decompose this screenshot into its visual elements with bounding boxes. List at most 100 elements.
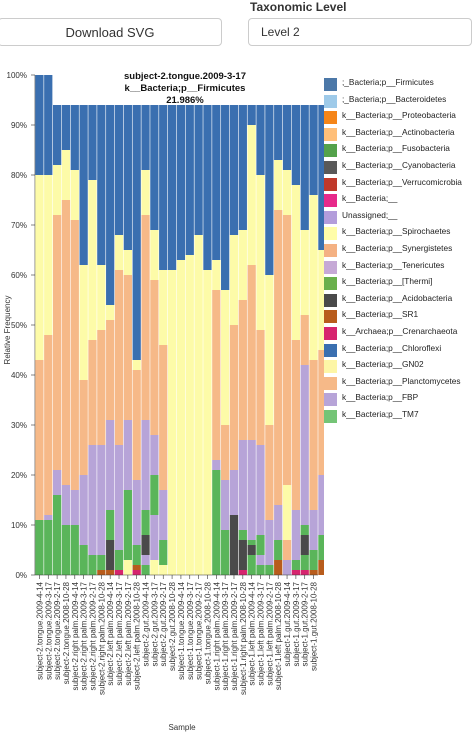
bar-segment[interactable] bbox=[79, 380, 88, 475]
bar-segment[interactable] bbox=[282, 540, 292, 560]
bar-segment[interactable] bbox=[159, 540, 168, 565]
bar-segment[interactable] bbox=[132, 545, 141, 565]
bar-segment[interactable] bbox=[291, 560, 301, 570]
bar-segment[interactable] bbox=[229, 515, 239, 575]
bar-segment[interactable] bbox=[88, 340, 97, 445]
bar-segment[interactable] bbox=[150, 230, 159, 280]
bar-segment[interactable] bbox=[150, 280, 159, 435]
bar-segment[interactable] bbox=[52, 105, 62, 165]
bar-segment[interactable] bbox=[141, 565, 150, 575]
bar-segment[interactable] bbox=[97, 105, 106, 265]
bar-segment[interactable] bbox=[291, 185, 301, 340]
bar-segment[interactable] bbox=[212, 105, 221, 260]
bar-segment[interactable] bbox=[123, 490, 132, 560]
bar-segment[interactable] bbox=[291, 510, 301, 560]
bar-segment[interactable] bbox=[318, 250, 324, 350]
bar-segment[interactable] bbox=[150, 435, 159, 475]
bar-segment[interactable] bbox=[309, 105, 318, 195]
bar-segment[interactable] bbox=[221, 105, 230, 290]
legend-item[interactable]: k__Bacteria;p__Spirochaetes bbox=[324, 227, 474, 244]
bar-segment[interactable] bbox=[123, 420, 132, 490]
bar-segment[interactable] bbox=[123, 250, 132, 275]
bar-segment[interactable] bbox=[256, 565, 265, 575]
bar-segment[interactable] bbox=[106, 420, 115, 510]
bar-segment[interactable] bbox=[247, 105, 256, 125]
legend-item[interactable]: k__Bacteria;__ bbox=[324, 194, 474, 211]
bar-segment[interactable] bbox=[114, 445, 124, 550]
bar-segment[interactable] bbox=[238, 530, 247, 540]
bar-segment[interactable] bbox=[123, 560, 132, 575]
legend-item[interactable]: k__Bacteria;p__Acidobacteria bbox=[324, 293, 474, 311]
download-svg-button[interactable]: Download SVG bbox=[0, 18, 222, 46]
bar-segment[interactable] bbox=[88, 180, 97, 340]
legend-item[interactable]: k__Bacteria;p__Cyanobacteria bbox=[324, 160, 474, 178]
bar-segment[interactable] bbox=[123, 275, 132, 420]
bar-segment[interactable] bbox=[229, 105, 239, 235]
bar-segment[interactable] bbox=[274, 160, 283, 210]
bar-segment[interactable] bbox=[106, 305, 115, 320]
bar-segment[interactable] bbox=[35, 360, 44, 520]
bar-segment[interactable] bbox=[141, 535, 150, 555]
bar-segment[interactable] bbox=[221, 425, 230, 480]
bar-segment[interactable] bbox=[79, 265, 88, 380]
bar-segment[interactable] bbox=[274, 210, 283, 505]
bar-segment[interactable] bbox=[212, 290, 221, 460]
bar-segment[interactable] bbox=[282, 560, 292, 575]
bar-segment[interactable] bbox=[141, 215, 150, 420]
bar-segment[interactable] bbox=[123, 105, 132, 250]
bar-segment[interactable] bbox=[97, 445, 106, 555]
bar-segment[interactable] bbox=[106, 105, 115, 305]
bar-segment[interactable] bbox=[203, 270, 212, 575]
bar-segment[interactable] bbox=[318, 105, 324, 250]
bar-segment[interactable] bbox=[52, 165, 62, 215]
bar-segment[interactable] bbox=[265, 425, 274, 520]
bar-segment[interactable] bbox=[247, 440, 256, 540]
bar-segment[interactable] bbox=[247, 265, 256, 440]
bar-segment[interactable] bbox=[256, 445, 265, 535]
bar-segment[interactable] bbox=[88, 105, 97, 180]
bar-segment[interactable] bbox=[52, 495, 62, 575]
bar-segment[interactable] bbox=[61, 105, 71, 150]
bar-segment[interactable] bbox=[141, 510, 150, 535]
bar-segment[interactable] bbox=[229, 470, 239, 515]
bar-segment[interactable] bbox=[88, 555, 97, 575]
bar-segment[interactable] bbox=[300, 555, 309, 570]
bar-segment[interactable] bbox=[291, 570, 301, 575]
bar-segment[interactable] bbox=[282, 215, 292, 485]
legend-item[interactable]: k__Bacteria;p__SR1 bbox=[324, 310, 474, 327]
bar-segment[interactable] bbox=[132, 105, 141, 360]
bar-segment[interactable] bbox=[35, 175, 44, 360]
bar-segment[interactable] bbox=[114, 270, 124, 445]
bar-segment[interactable] bbox=[221, 480, 230, 530]
bar-segment[interactable] bbox=[185, 105, 194, 255]
bar-segment[interactable] bbox=[52, 470, 62, 495]
bar-segment[interactable] bbox=[318, 535, 324, 560]
bar-segment[interactable] bbox=[300, 570, 309, 575]
bar-segment[interactable] bbox=[70, 220, 79, 490]
bar-segment[interactable] bbox=[238, 105, 247, 230]
bar-segment[interactable] bbox=[114, 570, 124, 575]
bar-segment[interactable] bbox=[309, 550, 318, 570]
bar-segment[interactable] bbox=[61, 525, 71, 575]
bar-segment[interactable] bbox=[265, 275, 274, 425]
legend-item[interactable]: k__Bacteria;p__Chloroflexi bbox=[324, 343, 474, 361]
bar-segment[interactable] bbox=[70, 170, 79, 220]
bar-segment[interactable] bbox=[106, 510, 115, 540]
bar-segment[interactable] bbox=[52, 215, 62, 470]
legend-item[interactable]: k__Bacteria;p__TM7 bbox=[324, 409, 474, 427]
bar-segment[interactable] bbox=[203, 105, 212, 270]
bar-segment[interactable] bbox=[229, 325, 239, 470]
legend-item[interactable]: k__Bacteria;p__Synergistetes bbox=[324, 243, 474, 261]
bar-segment[interactable] bbox=[212, 260, 221, 290]
bar-segment[interactable] bbox=[61, 200, 71, 485]
bar-segment[interactable] bbox=[274, 560, 283, 575]
bar-segment[interactable] bbox=[274, 105, 283, 160]
legend-item[interactable]: k__Bacteria;p__Verrucomicrobia bbox=[324, 177, 474, 195]
bar-segment[interactable] bbox=[132, 370, 141, 480]
bar-segment[interactable] bbox=[106, 320, 115, 420]
bar-segment[interactable] bbox=[176, 260, 186, 565]
bar-segment[interactable] bbox=[282, 485, 292, 540]
bar-segment[interactable] bbox=[61, 150, 71, 200]
bar-segment[interactable] bbox=[159, 345, 168, 490]
bar-segment[interactable] bbox=[97, 265, 106, 330]
